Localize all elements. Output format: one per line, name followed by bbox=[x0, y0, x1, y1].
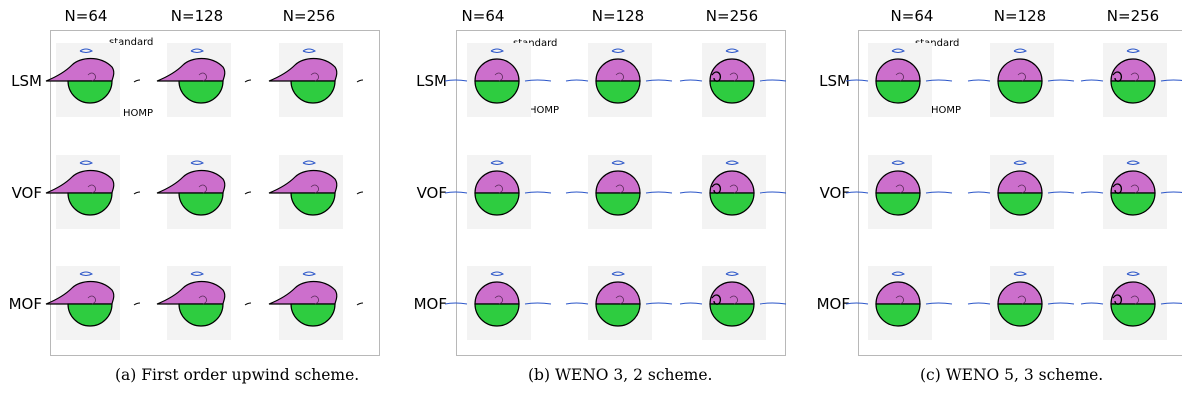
snapshot-a-lsm-n256 bbox=[268, 43, 364, 117]
snapshot-b-lsm-n64 bbox=[444, 43, 552, 117]
snapshot-b-vof-n128 bbox=[565, 155, 673, 229]
annotation-homp-c: HOMP bbox=[931, 105, 962, 116]
col-label-c-64: N=64 bbox=[890, 7, 934, 25]
snapshot-b-mof-n128 bbox=[565, 266, 673, 340]
snapshot-c-mof-n256 bbox=[1080, 266, 1182, 340]
caption-a: (a) First order upwind scheme. bbox=[115, 366, 360, 384]
snapshot-c-mof-n64 bbox=[845, 266, 953, 340]
snapshot-b-vof-n256 bbox=[679, 155, 787, 229]
row-label-a-mof: MOF bbox=[8, 295, 42, 313]
col-label-a-128: N=128 bbox=[170, 7, 224, 25]
col-label-b-128: N=128 bbox=[591, 7, 645, 25]
row-label-a-lsm: LSM bbox=[11, 72, 42, 90]
caption-b: (b) WENO 3, 2 scheme. bbox=[528, 366, 713, 384]
snapshot-a-lsm-n128 bbox=[156, 43, 252, 117]
row-label-b-vof: VOF bbox=[416, 184, 447, 202]
snapshot-c-vof-n128 bbox=[967, 155, 1075, 229]
snapshot-c-lsm-n256 bbox=[1080, 43, 1182, 117]
snapshot-c-lsm-n64 bbox=[845, 43, 953, 117]
col-label-c-128: N=128 bbox=[993, 7, 1047, 25]
snapshot-b-lsm-n128 bbox=[565, 43, 673, 117]
col-label-b-64: N=64 bbox=[461, 7, 505, 25]
row-label-c-lsm: LSM bbox=[819, 72, 850, 90]
snapshot-a-vof-n64 bbox=[45, 155, 141, 229]
row-label-c-mof: MOF bbox=[816, 295, 850, 313]
row-label-b-mof: MOF bbox=[413, 295, 447, 313]
snapshot-a-vof-n256 bbox=[268, 155, 364, 229]
snapshot-b-lsm-n256 bbox=[679, 43, 787, 117]
col-label-a-64: N=64 bbox=[64, 7, 108, 25]
snapshot-a-mof-n256 bbox=[268, 266, 364, 340]
snapshot-a-lsm-n64 bbox=[45, 43, 141, 117]
annotation-standard-b: standard bbox=[513, 38, 558, 49]
col-label-a-256: N=256 bbox=[282, 7, 336, 25]
annotation-standard-a: standard bbox=[109, 37, 154, 48]
snapshot-b-mof-n64 bbox=[444, 266, 552, 340]
snapshot-c-vof-n256 bbox=[1080, 155, 1182, 229]
row-label-c-vof: VOF bbox=[819, 184, 850, 202]
annotation-homp-b: HOMP bbox=[529, 105, 560, 116]
col-label-c-256: N=256 bbox=[1106, 7, 1160, 25]
row-label-b-lsm: LSM bbox=[416, 72, 447, 90]
snapshot-c-vof-n64 bbox=[845, 155, 953, 229]
col-label-b-256: N=256 bbox=[705, 7, 759, 25]
snapshot-b-mof-n256 bbox=[679, 266, 787, 340]
annotation-standard-c: standard bbox=[915, 38, 960, 49]
snapshot-b-vof-n64 bbox=[444, 155, 552, 229]
snapshot-a-vof-n128 bbox=[156, 155, 252, 229]
caption-c: (c) WENO 5, 3 scheme. bbox=[920, 366, 1104, 384]
row-label-a-vof: VOF bbox=[11, 184, 42, 202]
snapshot-a-mof-n64 bbox=[45, 266, 141, 340]
snapshot-a-mof-n128 bbox=[156, 266, 252, 340]
snapshot-c-mof-n128 bbox=[967, 266, 1075, 340]
snapshot-c-lsm-n128 bbox=[967, 43, 1075, 117]
annotation-homp-a: HOMP bbox=[123, 108, 154, 119]
